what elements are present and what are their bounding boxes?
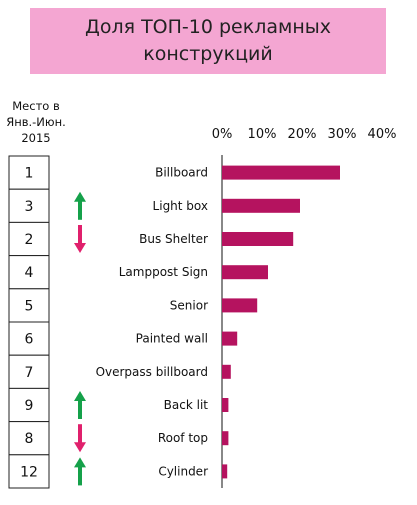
arrow-up-icon-9 bbox=[74, 457, 86, 486]
arrow-up-icon-7 bbox=[74, 391, 86, 419]
rank-cell-box-3 bbox=[8, 255, 50, 290]
bar-0 bbox=[222, 165, 340, 180]
rank-header-line-3: 2015 bbox=[21, 131, 51, 145]
category-label-8: Roof top bbox=[158, 431, 208, 445]
category-label-7: Back lit bbox=[164, 398, 209, 412]
x-tick-label-2: 20% bbox=[288, 127, 317, 142]
rank-value-5: 6 bbox=[25, 332, 34, 348]
rank-cell-box-2 bbox=[8, 221, 50, 257]
x-tick-label-4: 40% bbox=[368, 127, 397, 142]
rank-value-8: 8 bbox=[25, 431, 34, 447]
rank-column-header: Место в Янв.-Июн. 2015 bbox=[0, 98, 72, 146]
category-label-1: Light box bbox=[153, 199, 208, 213]
x-tick-label-3: 30% bbox=[328, 127, 357, 142]
x-axis-ticks: 0% 10% 20% 30% 40% bbox=[212, 127, 397, 142]
bar-2 bbox=[222, 232, 294, 246]
rank-header-line-1: Место в bbox=[12, 99, 60, 113]
bar-6 bbox=[222, 364, 231, 379]
rank-cell-6: 7 bbox=[8, 354, 50, 389]
rank-cell-2: 2 bbox=[8, 221, 50, 257]
rank-cell-4: 5 bbox=[8, 288, 50, 323]
category-label-3: Lamppost Sign bbox=[119, 265, 208, 279]
category-label-6: Overpass billboard bbox=[96, 365, 208, 379]
category-label-0: Billboard bbox=[155, 166, 208, 180]
rank-value-7: 9 bbox=[25, 398, 34, 414]
rank-value-2: 2 bbox=[25, 232, 34, 248]
bars bbox=[222, 165, 340, 479]
rank-value-0: 1 bbox=[25, 166, 34, 182]
rank-cell-box-4 bbox=[8, 288, 50, 323]
category-label-4: Senior bbox=[170, 298, 208, 312]
rank-value-9: 12 bbox=[20, 464, 38, 480]
rank-cell-box-1 bbox=[8, 188, 50, 223]
x-tick-label-0: 0% bbox=[212, 127, 233, 142]
rank-value-4: 5 bbox=[25, 298, 34, 314]
arrow-up-icon-1 bbox=[74, 191, 86, 220]
chart-title: Доля ТОП-10 рекламных конструкций bbox=[30, 8, 386, 74]
category-label-2: Bus Shelter bbox=[139, 232, 208, 246]
bar-5 bbox=[222, 331, 238, 346]
chart-title-line-2: конструкций bbox=[143, 43, 273, 65]
rank-cell-7: 9 bbox=[8, 387, 50, 423]
bar-3 bbox=[222, 265, 268, 280]
rank-cell-box-5 bbox=[8, 321, 50, 356]
rank-value-1: 3 bbox=[25, 199, 34, 215]
rank-cell-3: 4 bbox=[8, 255, 50, 290]
bar-1 bbox=[222, 198, 300, 213]
rank-cell-1: 3 bbox=[8, 188, 50, 223]
rank-cell-5: 6 bbox=[8, 321, 50, 356]
trend-arrows bbox=[74, 191, 86, 486]
rank-value-3: 4 bbox=[25, 265, 34, 281]
bar-9 bbox=[222, 464, 228, 479]
category-labels: Billboard Light box Bus Shelter Lamppost Si… bbox=[96, 166, 209, 479]
rank-header-line-2: Янв.-Июн. bbox=[6, 115, 66, 129]
rank-cell-box-9 bbox=[8, 454, 50, 489]
bar-8 bbox=[222, 431, 229, 446]
rank-value-6: 7 bbox=[25, 365, 34, 381]
x-tick-label-1: 10% bbox=[248, 127, 277, 142]
bar-7 bbox=[222, 398, 229, 412]
rank-cell-8: 8 bbox=[8, 421, 50, 456]
rank-cell-0: 1 bbox=[8, 155, 50, 190]
category-label-9: Cylinder bbox=[158, 464, 208, 478]
arrow-down-icon-8 bbox=[74, 424, 86, 453]
arrow-down-icon-2 bbox=[74, 225, 86, 253]
bar-4 bbox=[222, 298, 258, 313]
rank-cell-9: 12 bbox=[8, 454, 50, 489]
chart-title-line-1: Доля ТОП-10 рекламных bbox=[84, 16, 332, 38]
rank-cell-box-8 bbox=[8, 421, 50, 456]
rank-column: 1 3 2 4 5 6 7 9 8 12 bbox=[8, 155, 50, 489]
rank-cell-box-6 bbox=[8, 354, 50, 389]
category-label-5: Painted wall bbox=[136, 332, 208, 346]
